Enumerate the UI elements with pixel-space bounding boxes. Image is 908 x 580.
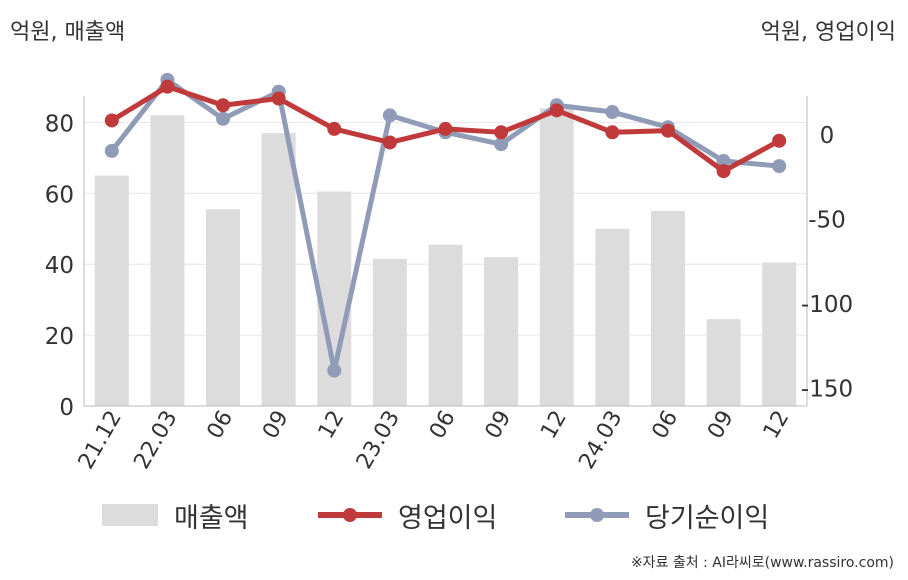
legend-swatch-revenue [102, 504, 158, 526]
x-tick-label: 12 [759, 407, 795, 444]
data-point [382, 108, 397, 123]
data-point [216, 111, 231, 126]
x-tick-label: 09 [703, 407, 739, 444]
right-axis-unit-label: 억원, 영업이익 [760, 20, 896, 45]
legend-item-revenue[interactable]: 매출액 [102, 493, 249, 537]
bar [372, 258, 407, 406]
bar [484, 257, 519, 406]
data-point [438, 121, 453, 136]
x-tick-label: 09 [481, 406, 517, 443]
left-tick-label: 20 [45, 324, 74, 350]
legend-swatch-operating-profit [318, 508, 382, 522]
bar [94, 175, 129, 406]
legend-item-net-income[interactable]: 당기순이익 [565, 493, 769, 537]
bar [539, 108, 574, 406]
data-point [660, 123, 675, 138]
legend-item-operating-profit[interactable]: 영업이익 [318, 493, 497, 537]
data-point [494, 125, 509, 140]
x-tick-label: 06 [648, 407, 684, 444]
x-tick-label: 06 [203, 407, 239, 444]
x-tick-label: 24.03 [574, 407, 627, 474]
data-point [216, 98, 231, 113]
legend-label-operating-profit: 영업이익 [398, 502, 498, 534]
data-point [160, 79, 175, 94]
right-tick-label: -100 [801, 292, 853, 318]
bar [428, 244, 463, 406]
data-point [605, 105, 620, 120]
data-point [772, 133, 787, 148]
data-point [716, 154, 731, 169]
bar [762, 262, 797, 406]
left-tick-label: 80 [45, 111, 74, 137]
data-point [605, 125, 620, 140]
bar [206, 209, 241, 406]
left-tick-label: 60 [45, 182, 74, 208]
source-credit: ※자료 출처 : AI라씨로(www.rassiro.com) [630, 555, 894, 571]
bar-series-revenue [94, 108, 797, 406]
legend-label-net-income: 당기순이익 [645, 502, 770, 534]
data-point [716, 164, 731, 179]
x-tick-label: 12 [314, 407, 350, 444]
line-series [104, 72, 787, 378]
axes [83, 96, 808, 407]
x-tick-label: 23.03 [352, 407, 405, 474]
data-point [104, 143, 119, 158]
left-axis-unit-label: 억원, 매출액 [10, 20, 126, 45]
bar [595, 228, 630, 406]
right-tick-label: 0 [820, 123, 835, 149]
x-tick-label: 22.03 [129, 407, 182, 474]
right-tick-label: -50 [808, 208, 846, 234]
bar [261, 133, 296, 406]
data-point [104, 113, 119, 128]
right-tick-label: -150 [801, 377, 853, 403]
left-tick-label: 40 [45, 253, 74, 279]
legend-label-revenue: 매출액 [174, 502, 249, 534]
data-point [549, 103, 564, 118]
x-tick-label: 12 [536, 407, 572, 444]
data-point [772, 159, 787, 174]
legend: 매출액 영업이익 당기순이익 [0, 493, 908, 537]
data-point [327, 363, 342, 378]
data-point [382, 135, 397, 150]
legend-swatch-net-income [565, 508, 629, 522]
data-point [327, 121, 342, 136]
x-tick-label: 09 [258, 407, 294, 444]
bar [150, 115, 185, 406]
data-point [271, 91, 286, 106]
x-tick-label: 21.12 [74, 407, 127, 474]
left-tick-label: 0 [59, 395, 74, 421]
data-point [494, 137, 509, 152]
bar [706, 319, 741, 406]
bar [650, 211, 685, 406]
x-tick-label: 06 [425, 407, 461, 444]
